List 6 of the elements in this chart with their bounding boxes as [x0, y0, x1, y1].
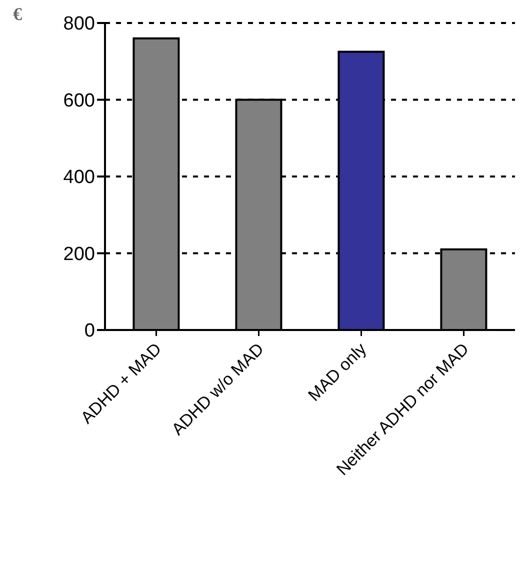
- y-tick-label: 0: [84, 320, 95, 342]
- y-axis-title: €: [13, 4, 22, 25]
- y-tick-label: 400: [63, 167, 95, 188]
- y-tick-label: 800: [63, 14, 95, 35]
- y-tick-label: 200: [63, 244, 95, 265]
- y-tick-label: 600: [63, 90, 95, 112]
